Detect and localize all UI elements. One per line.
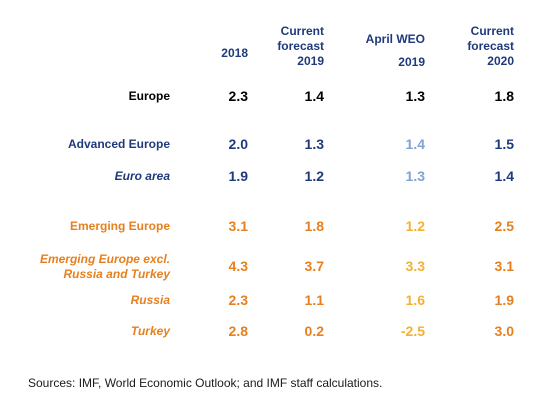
header-current-2019-line3: 2019 (297, 54, 324, 68)
europe-current-2020: 1.8 (494, 88, 514, 104)
emerging-excl-april-2019: 3.3 (405, 258, 425, 274)
advanced-europe-april-2019: 1.4 (405, 136, 425, 152)
turkey-2018: 2.8 (228, 323, 248, 339)
euro-area-current-2019: 1.2 (304, 168, 324, 184)
euro-area-current-2020: 1.4 (494, 168, 514, 184)
header-current-2019-line2: forecast (277, 39, 324, 53)
row-label-europe: Europe (128, 89, 170, 103)
europe-current-2019: 1.4 (304, 88, 324, 104)
header-current-forecast-2019: Current forecast 2019 (277, 24, 324, 69)
turkey-april-2019: -2.5 (400, 323, 425, 339)
emerging-excl-current-2019: 3.7 (304, 258, 324, 274)
row-label-russia: Russia (130, 293, 170, 307)
russia-april-2019: 1.6 (405, 292, 425, 308)
header-current-forecast-2020: Current forecast 2020 (467, 24, 514, 69)
emerging-excl-current-2020: 3.1 (494, 258, 514, 274)
row-label-advanced-europe: Advanced Europe (67, 137, 170, 151)
russia-2018: 2.3 (228, 292, 248, 308)
row-label-emerging-europe: Emerging Europe (69, 219, 170, 233)
emerging-europe-april-2019: 1.2 (405, 218, 425, 234)
header-april-line2: 2019 (398, 55, 425, 69)
europe-2018: 2.3 (228, 88, 248, 104)
header-april-line1: April WEO (365, 32, 425, 46)
russia-current-2019: 1.1 (304, 292, 324, 308)
advanced-europe-2018: 2.0 (228, 136, 248, 152)
turkey-current-2020: 3.0 (494, 323, 514, 339)
row-label-turkey: Turkey (130, 324, 170, 338)
header-current-2020-line2: forecast (467, 39, 514, 53)
header-current-2019-line1: Current (280, 24, 324, 38)
emerging-excl-2018: 4.3 (228, 258, 248, 274)
row-label-excl-line2: Russia and Turkey (63, 267, 171, 281)
russia-current-2020: 1.9 (494, 292, 514, 308)
header-current-2020-line1: Current (470, 24, 514, 38)
row-label-emerging-europe-excl: Emerging Europe excl. Russia and Turkey (40, 252, 170, 282)
advanced-europe-current-2019: 1.3 (304, 136, 324, 152)
euro-area-2018: 1.9 (228, 168, 248, 184)
source-note: Sources: IMF, World Economic Outlook; an… (28, 376, 383, 390)
euro-area-april-2019: 1.3 (405, 168, 425, 184)
emerging-europe-2018: 3.1 (228, 218, 248, 234)
europe-april-2019: 1.3 (405, 88, 425, 104)
turkey-current-2019: 0.2 (304, 323, 324, 339)
header-april-weo-2019: April WEO 2019 (366, 32, 425, 70)
row-label-euro-area: Euro area (114, 169, 170, 183)
row-label-excl-line1: Emerging Europe excl. (39, 252, 170, 266)
header-current-2020-line3: 2020 (487, 54, 514, 68)
emerging-europe-current-2019: 1.8 (304, 218, 324, 234)
header-2018-label: 2018 (221, 46, 248, 60)
emerging-europe-current-2020: 2.5 (494, 218, 514, 234)
advanced-europe-current-2020: 1.5 (494, 136, 514, 152)
header-2018: 2018 (221, 46, 248, 61)
